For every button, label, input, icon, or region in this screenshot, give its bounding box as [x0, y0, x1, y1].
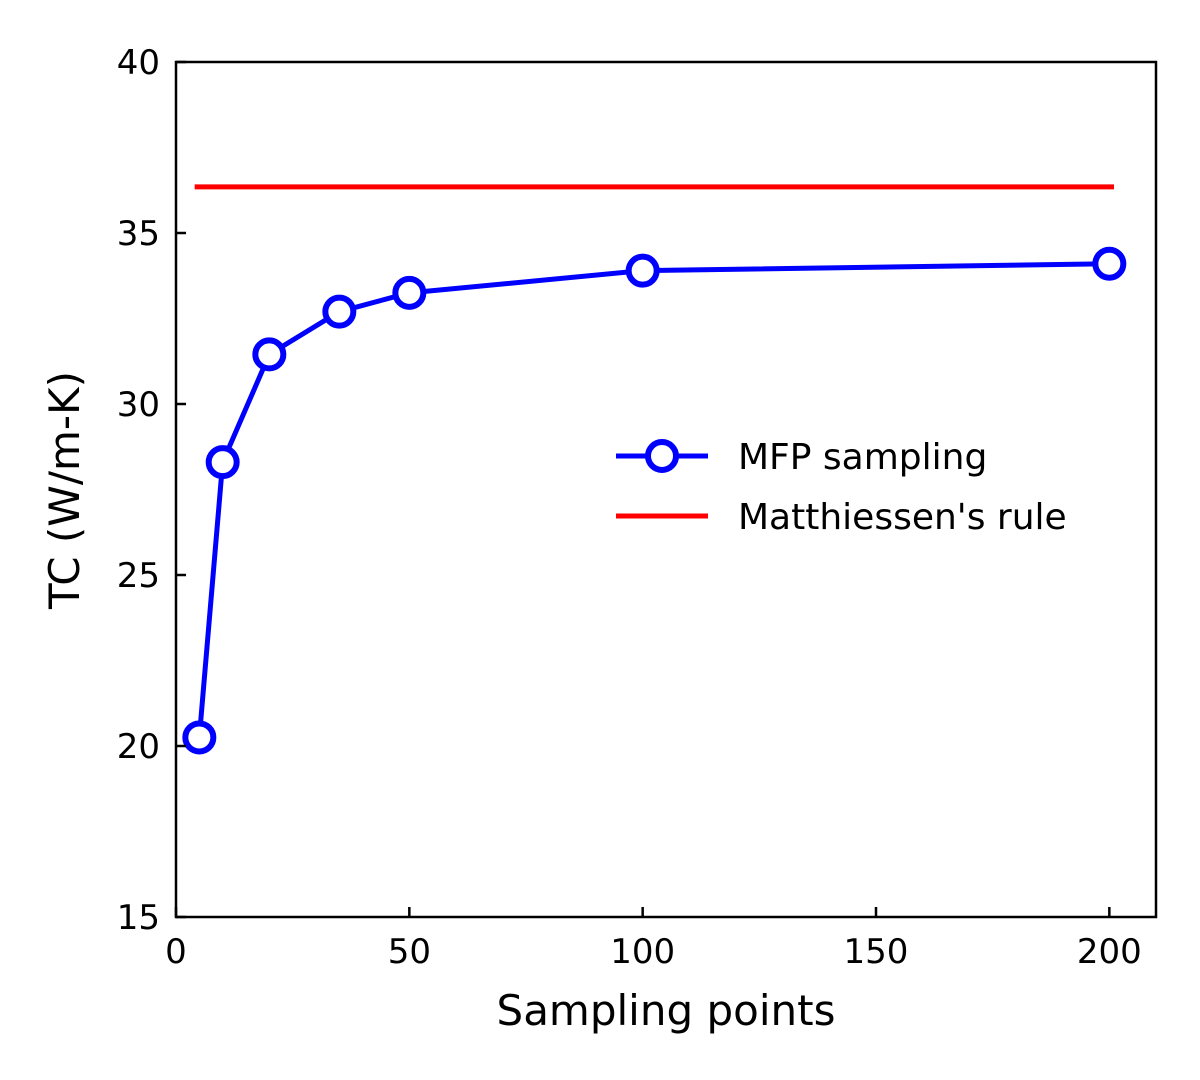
y-tick-label: 30 [117, 385, 160, 425]
data-point [182, 720, 217, 755]
data-point [252, 337, 287, 372]
plot-frame [174, 60, 1158, 919]
data-point [322, 294, 357, 329]
legend: MFP sampling Matthiessen's rule [616, 437, 1067, 538]
x-tick-label: 100 [610, 932, 675, 972]
y-tick-label: 40 [117, 43, 160, 83]
legend-label-matthiessen-s-rule: Matthiessen's rule [738, 497, 1067, 538]
y-tick-label: 20 [117, 727, 160, 767]
legend-marker-mfp-sampling [645, 439, 679, 473]
data-point [205, 445, 240, 480]
y-tick-label: 25 [117, 556, 160, 596]
ticks-layer: 0 50 100 150 200 15 20 25 30 35 40 [117, 43, 1142, 972]
series-layer [182, 184, 1127, 755]
x-tick-label: 50 [388, 932, 431, 972]
x-axis-title: Sampling points [497, 986, 836, 1035]
x-tick-label: 150 [844, 932, 909, 972]
y-tick-label: 35 [117, 214, 160, 254]
x-tick-label: 0 [165, 932, 187, 972]
data-point [625, 253, 660, 288]
y-axis-title: TC (W/m-K) [40, 371, 89, 610]
data-point [392, 275, 427, 310]
y-tick-label: 15 [117, 898, 160, 938]
legend-label-mfp-sampling: MFP sampling [738, 437, 987, 478]
x-tick-label: 200 [1077, 932, 1142, 972]
data-point [1092, 246, 1127, 281]
